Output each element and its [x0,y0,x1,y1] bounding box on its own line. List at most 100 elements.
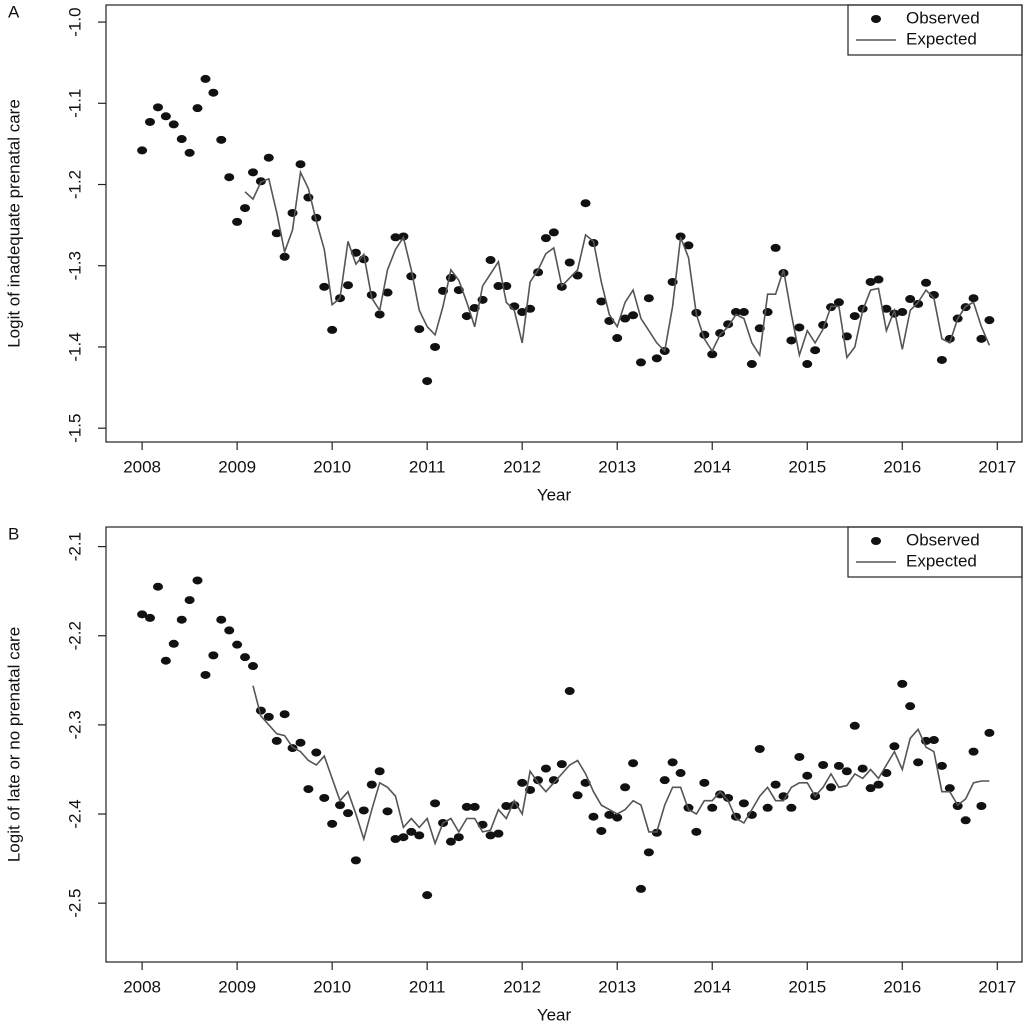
observed-point [754,744,765,753]
y-axis-label: Logit of late or no prenatal care [4,627,23,862]
x-tick-label: 2009 [218,977,256,996]
x-tick-label: 2012 [503,977,541,996]
observed-point [216,615,227,624]
observed-point [271,229,282,238]
panel: A 2008 2009 2010 2011 2012 2013 2014 2015 2016 201… [4,2,1023,504]
observed-point [675,232,686,241]
x-tick-label: 2017 [978,977,1016,996]
observed-point [469,802,480,811]
observed-point [905,295,916,304]
observed-point [865,277,876,286]
observed-point [279,710,290,719]
legend-symbol [871,15,881,23]
observed-point [913,758,924,767]
observed-point [160,656,171,665]
observed-point [564,687,575,696]
y-tick-label: -2.4 [65,799,84,828]
observed-point [461,802,472,811]
observed-point [240,653,251,662]
observed-point [580,199,591,208]
legend-box [847,4,1023,56]
observed-point [540,764,551,773]
observed-point [374,767,385,776]
observed-point [612,334,623,343]
observed-point [144,613,155,622]
observed-point [406,272,417,281]
y-tick-label: -1.4 [65,332,84,361]
observed-point [168,639,179,648]
observed-point [984,728,995,737]
observed-point [390,233,401,242]
observed-point [295,738,306,747]
observed-point [168,120,179,129]
observed-point [422,377,433,386]
observed-point [786,336,797,345]
observed-point [493,282,504,291]
observed-point [176,615,187,624]
observed-point [881,304,892,313]
observed-point [770,780,781,789]
observed-point [905,702,916,711]
y-tick-label: -2.1 [65,532,84,561]
observed-point [271,736,282,745]
observed-point [208,88,219,97]
observed-point [152,582,163,591]
y-axis-label: Logit of inadequate prenatal care [4,99,23,348]
x-tick-label: 2015 [788,977,826,996]
legend-symbol [871,537,881,545]
observed-point [137,610,148,619]
observed-point [659,776,670,785]
observed-point [794,323,805,332]
observed-point [936,761,947,770]
observed-point [802,360,813,369]
observed-point [382,807,393,816]
observed-point [976,802,987,811]
observed-point [596,297,607,306]
observed-point [548,776,559,785]
observed-point [160,112,171,121]
observed-point [723,793,734,802]
observed-point [192,576,203,585]
observed-point [548,228,559,237]
observed-point [200,670,211,679]
observed-point [390,834,401,843]
observed-point [311,748,322,757]
y-tick-label: -1.2 [65,170,84,199]
observed-point [881,769,892,778]
observed-point [968,294,979,303]
observed-point [944,784,955,793]
observed-point [343,809,354,818]
observed-point [928,736,939,745]
observed-point [762,803,773,812]
x-tick-label: 2016 [883,457,921,476]
observed-point [675,769,686,778]
observed-point [414,831,425,840]
x-tick-label: 2010 [313,977,351,996]
observed-point [374,310,385,319]
observed-point [849,312,860,321]
observed-point [493,829,504,838]
observed-point [897,679,908,688]
observed-point [628,311,639,320]
legend-label: Observed [906,530,980,549]
observed-point [818,761,829,770]
observed-point [176,135,187,144]
y-tick-label: -1.5 [65,414,84,443]
observed-point [350,856,361,865]
y-tick-label: -2.3 [65,710,84,739]
observed-point [635,358,646,367]
observed-point [224,626,235,635]
observed-point [707,350,718,359]
legend-box [847,526,1023,578]
observed-point [643,294,654,303]
observed-point [445,837,456,846]
observed-point [517,778,528,787]
observed-point [810,346,821,355]
observed-point [279,252,290,261]
observed-point [857,764,868,773]
observed-point [303,785,314,794]
observed-point [865,784,876,793]
observed-point [635,884,646,893]
observed-point [247,662,258,671]
